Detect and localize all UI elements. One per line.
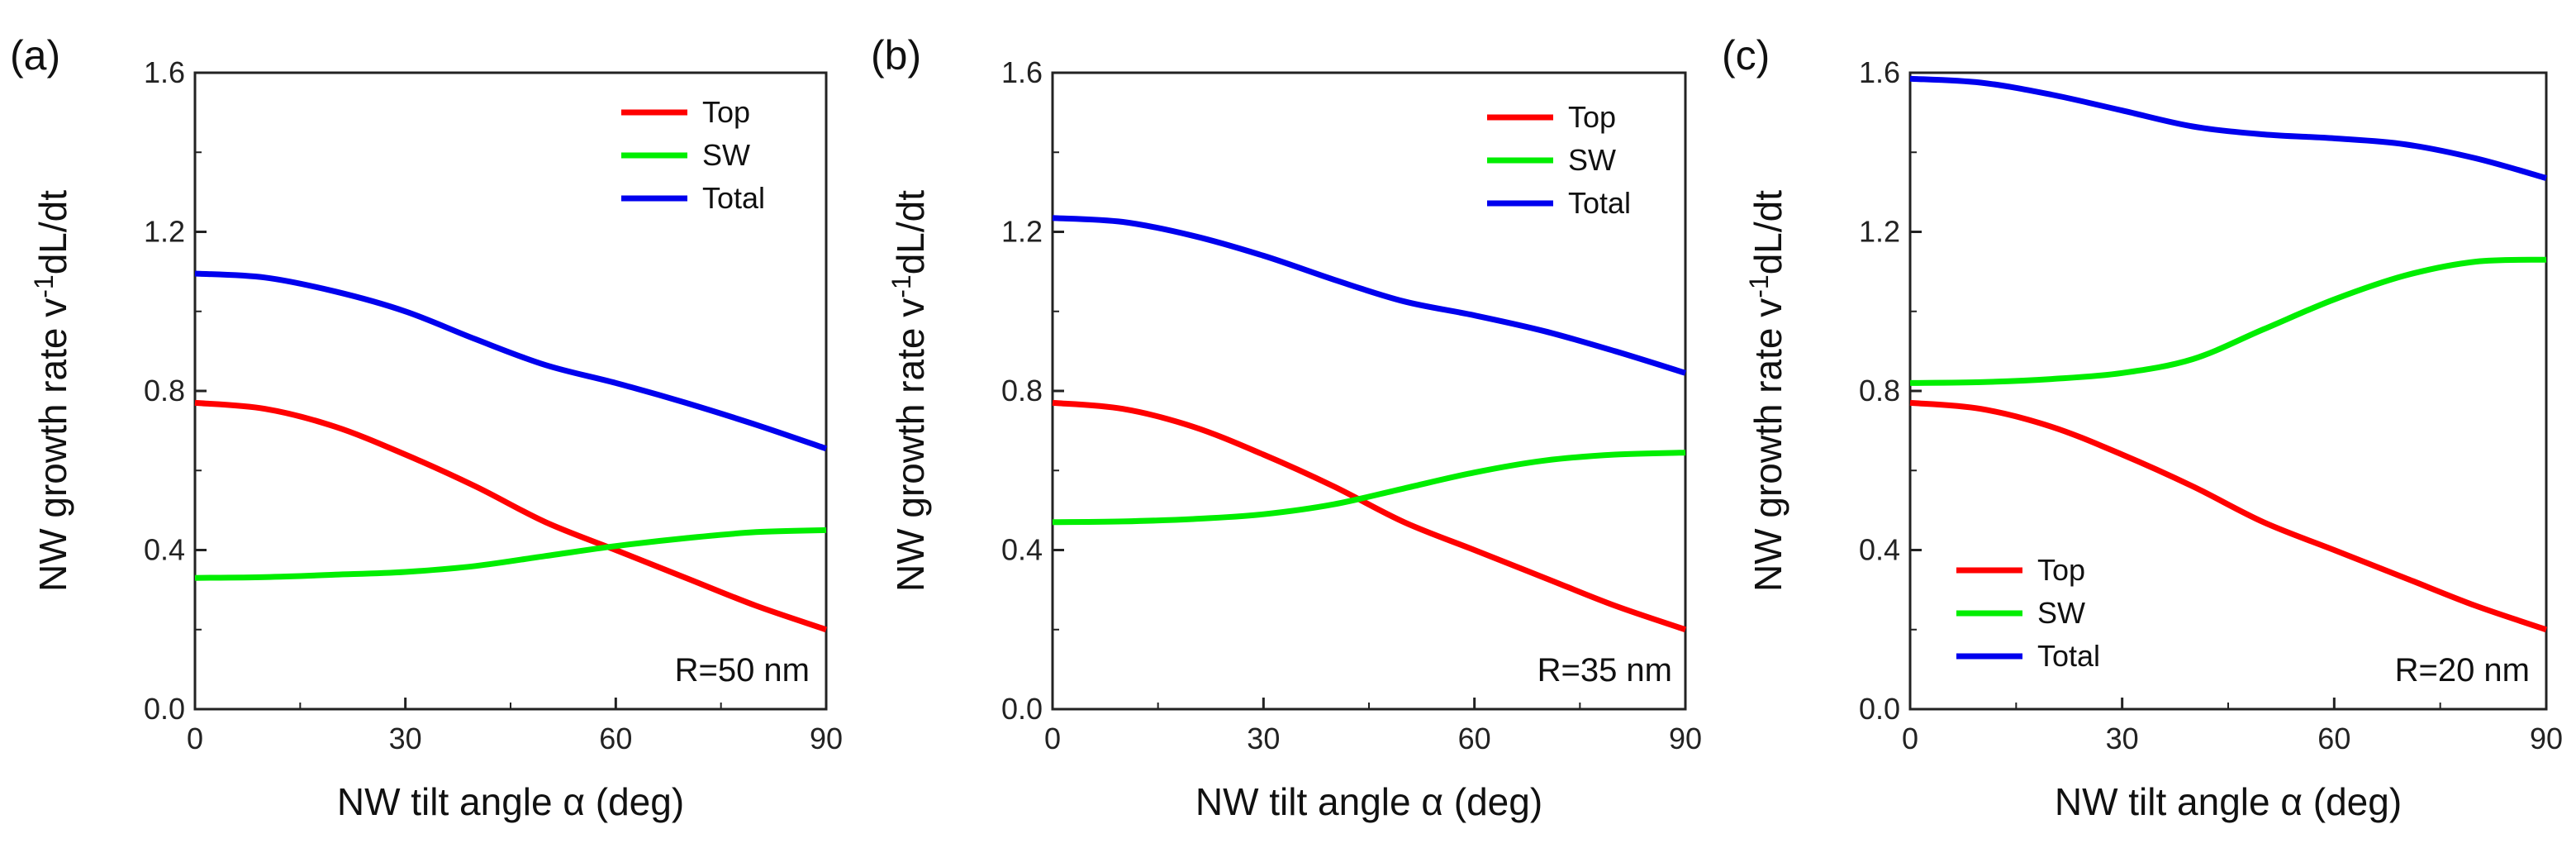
y-tick-label: 0.0 xyxy=(1001,692,1043,726)
y-axis-label: NW growth rate v-1dL/dt xyxy=(1744,190,1789,592)
x-axis-label: NW tilt angle α (deg) xyxy=(1195,780,1542,823)
x-tick-label: 60 xyxy=(1458,722,1491,755)
radius-annotation: R=20 nm xyxy=(2395,652,2530,688)
chart-panel-3: 0.0 0.4 0.8 1.2 1.6 0 30 60 90 Top SW Total R=20 nm (… xyxy=(1722,32,2563,823)
series-line-sw xyxy=(194,526,827,581)
series-line-top xyxy=(194,399,828,633)
legend-label-sw: SW xyxy=(1568,143,1616,177)
x-tick-label: 30 xyxy=(1247,722,1280,755)
x-tick-label: 90 xyxy=(810,722,843,755)
y-tick-label: 1.6 xyxy=(1001,55,1043,89)
legend-label-total: Total xyxy=(702,181,765,215)
y-tick-label: 0.4 xyxy=(1001,533,1043,567)
x-axis-label: NW tilt angle α (deg) xyxy=(2055,780,2402,823)
x-tick-label: 30 xyxy=(389,722,422,755)
x-tick-label: 0 xyxy=(187,722,203,755)
y-tick-label: 0.4 xyxy=(1859,533,1900,567)
y-tick-label: 1.6 xyxy=(1859,55,1900,89)
panel-label: (b) xyxy=(871,32,921,79)
panel-label: (c) xyxy=(1722,32,1770,79)
x-tick-label: 60 xyxy=(599,722,632,755)
legend: Top SW Total xyxy=(621,95,765,215)
y-tick-label: 0.8 xyxy=(1001,374,1043,407)
x-axis-label: NW tilt angle α (deg) xyxy=(337,780,684,823)
legend-label-sw: SW xyxy=(2037,596,2085,630)
panel-label: (a) xyxy=(10,32,60,79)
y-tick-label: 1.2 xyxy=(144,215,185,249)
legend: Top SW Total xyxy=(1487,100,1631,220)
radius-annotation: R=35 nm xyxy=(1538,652,1672,688)
legend-label-sw: SW xyxy=(702,138,750,172)
x-tick-label: 30 xyxy=(2106,722,2139,755)
chart-panel-2: 0.0 0.4 0.8 1.2 1.6 0 30 60 90 Top SW Total R=35 nm (… xyxy=(871,32,1702,823)
x-tick-label: 90 xyxy=(2530,722,2563,755)
series-line-top xyxy=(1909,399,2548,633)
y-axis-label: NW growth rate v-1dL/dt xyxy=(29,190,74,592)
legend-label-top: Top xyxy=(702,95,750,129)
y-axis-label: NW growth rate v-1dL/dt xyxy=(886,190,932,592)
legend-label-total: Total xyxy=(1568,186,1631,220)
y-tick-label: 0.8 xyxy=(1859,374,1900,407)
x-tick-label: 60 xyxy=(2317,722,2350,755)
series-line-sw xyxy=(1052,450,1686,526)
series-line-total xyxy=(1052,215,1687,376)
series-line-total xyxy=(194,270,828,452)
y-tick-label: 0.0 xyxy=(1859,692,1900,726)
x-tick-label: 90 xyxy=(1669,722,1702,755)
x-tick-label: 0 xyxy=(1044,722,1061,755)
y-tick-label: 1.2 xyxy=(1001,215,1043,249)
y-tick-label: 0.8 xyxy=(144,374,185,407)
series-line-top xyxy=(1052,399,1687,633)
radius-annotation: R=50 nm xyxy=(675,652,810,688)
x-tick-label: 0 xyxy=(1902,722,1918,755)
chart-panel-1: 0.0 0.4 0.8 1.2 1.6 0 30 60 90 Top SW Total R=50 nm (… xyxy=(10,32,843,823)
y-tick-label: 1.2 xyxy=(1859,215,1900,249)
y-tick-label: 0.0 xyxy=(144,692,185,726)
legend-label-top: Top xyxy=(1568,100,1616,134)
series-line-sw xyxy=(1909,256,2547,386)
legend: Top SW Total xyxy=(1956,553,2100,673)
legend-label-top: Top xyxy=(2037,553,2085,587)
series-line-total xyxy=(1909,75,2547,181)
legend-label-total: Total xyxy=(2037,639,2100,673)
y-tick-label: 0.4 xyxy=(144,533,185,567)
y-tick-label: 1.6 xyxy=(144,55,185,89)
